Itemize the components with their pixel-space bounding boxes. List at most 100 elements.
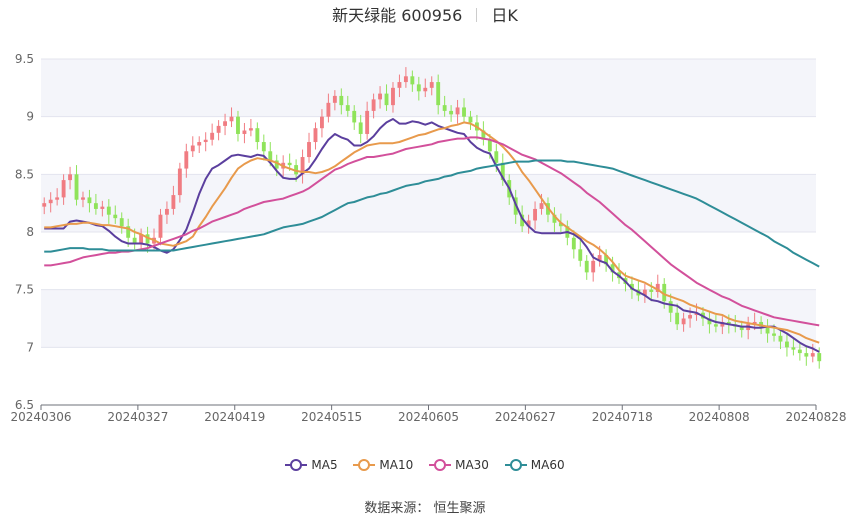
candle-body <box>481 130 486 140</box>
candle-body <box>520 214 525 227</box>
candle-body <box>197 142 202 146</box>
candle-body <box>216 125 221 133</box>
candle-body <box>87 197 92 204</box>
candle-body <box>449 110 454 115</box>
candle-body <box>804 353 809 357</box>
candle-body <box>307 142 311 158</box>
candle-body <box>391 87 395 106</box>
candle-body <box>539 203 544 209</box>
candle-body <box>158 214 163 238</box>
data-source-note: 数据来源： 恒生聚源 <box>364 501 486 516</box>
candle-body <box>184 151 189 169</box>
candle-body <box>436 82 441 106</box>
legend-swatch-ma5 <box>285 459 308 471</box>
legend-item-ma60[interactable]: MA60 <box>504 458 565 472</box>
candle-body <box>242 130 247 134</box>
swatch-dot <box>290 459 303 471</box>
candle-body <box>313 128 318 143</box>
candle-body <box>713 324 718 327</box>
period-label: 日K <box>491 6 518 25</box>
candle-body <box>326 102 331 117</box>
candle-body <box>423 87 428 92</box>
candle-body <box>274 160 279 169</box>
ma-line-ma10 <box>44 121 820 344</box>
y-tick-label: 9 <box>26 110 34 124</box>
plot-background <box>41 59 816 405</box>
candle-body <box>468 116 473 123</box>
legend-item-ma5[interactable]: MA5 <box>285 458 338 472</box>
candle-body <box>255 128 260 143</box>
candle-body <box>772 333 776 336</box>
candle-body <box>655 283 660 292</box>
y-tick-label: 6.5 <box>15 398 34 412</box>
candle-body <box>630 283 634 290</box>
candle-body <box>462 107 466 117</box>
plot-band <box>41 289 816 348</box>
candle-body <box>604 255 609 265</box>
candle-body <box>778 335 783 342</box>
candle-body <box>378 93 382 100</box>
candle-body <box>642 289 647 296</box>
ma-line-ma5 <box>44 118 820 353</box>
candle-body <box>584 260 589 273</box>
candle-body <box>752 321 757 325</box>
candle-body <box>403 76 408 83</box>
candle-body <box>397 82 402 88</box>
candle-body <box>126 226 131 238</box>
candle-body <box>113 214 118 219</box>
candle-body <box>707 318 712 325</box>
chart-title: 新天绿能 600956 日K <box>0 4 850 28</box>
ma-line-ma60 <box>44 159 820 268</box>
candle-body <box>384 93 389 106</box>
legend-swatch-ma60 <box>504 459 527 471</box>
ma-line-ma30 <box>44 136 820 327</box>
candle-body <box>261 142 266 152</box>
swatch-dot <box>358 459 371 471</box>
y-axis: 6.5 7 7.5 8 8.5 9 9.5 <box>15 52 34 412</box>
moving-average-lines <box>44 118 820 353</box>
candle-body <box>365 110 370 134</box>
candle-body <box>720 321 725 327</box>
x-tick-label: 20240808 <box>689 410 750 424</box>
y-tick-label: 8.5 <box>15 167 34 181</box>
candle-body <box>248 128 253 131</box>
candle-body <box>785 341 789 348</box>
x-tick-label: 20240419 <box>204 410 265 424</box>
candle-body <box>675 312 680 325</box>
candle-body <box>100 206 105 209</box>
x-tick-label: 20240515 <box>301 410 362 424</box>
candle-body <box>526 220 531 227</box>
candle-body <box>106 206 111 215</box>
candle-body <box>171 195 176 209</box>
candle-body <box>662 283 667 302</box>
x-tick-label: 20240828 <box>785 410 846 424</box>
candle-body <box>759 321 764 327</box>
candle-body <box>294 165 299 175</box>
candle-body <box>339 95 344 106</box>
candle-body <box>371 99 376 111</box>
candle-body <box>190 145 195 152</box>
candle-body <box>332 95 337 103</box>
legend-label: MA5 <box>311 458 338 472</box>
candle-body <box>203 139 208 143</box>
candle-body <box>223 121 227 126</box>
legend-swatch-ma10 <box>353 459 376 471</box>
candle-body <box>455 107 460 115</box>
plot-band <box>41 59 816 117</box>
plot-band <box>41 232 816 290</box>
y-tick-label: 8 <box>26 225 34 239</box>
candle-body <box>791 347 796 350</box>
candle-body <box>320 116 324 129</box>
candle-body <box>500 162 505 181</box>
legend-label: MA30 <box>455 458 489 472</box>
candle-body <box>55 197 60 200</box>
candle-body <box>810 353 815 357</box>
legend-label: MA60 <box>530 458 565 472</box>
plot-band <box>41 174 816 232</box>
candle-body <box>74 174 79 200</box>
candle-body <box>165 208 169 215</box>
legend: MA5 MA10 MA30 MA60 <box>0 458 850 474</box>
legend-item-ma10[interactable]: MA10 <box>353 458 413 472</box>
legend-item-ma30[interactable]: MA30 <box>429 458 489 472</box>
